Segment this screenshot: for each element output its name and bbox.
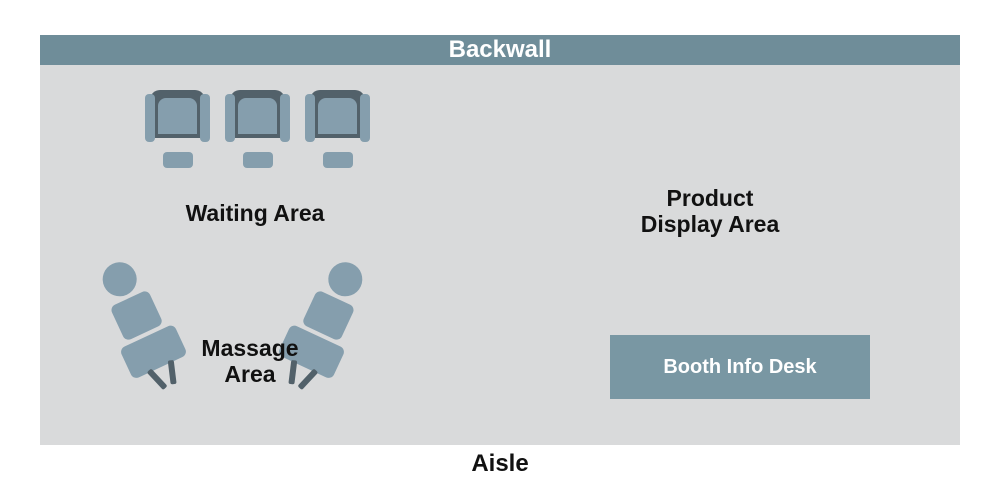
backwall-label: Backwall xyxy=(449,36,552,64)
seat-icon xyxy=(225,90,290,175)
backwall-bar: Backwall xyxy=(40,35,960,65)
seat-icon xyxy=(145,90,210,175)
seat-icon xyxy=(305,90,370,175)
product-display-label: Product Display Area xyxy=(600,185,820,238)
aisle-label: Aisle xyxy=(0,450,1000,478)
booth-info-desk-label: Booth Info Desk xyxy=(663,356,816,379)
massage-area-label: Massage Area xyxy=(175,335,325,388)
booth-floorplan: Backwall Waiting Area Product Display Ar… xyxy=(40,35,960,445)
waiting-area-label: Waiting Area xyxy=(145,200,365,226)
booth-info-desk: Booth Info Desk xyxy=(610,335,870,399)
